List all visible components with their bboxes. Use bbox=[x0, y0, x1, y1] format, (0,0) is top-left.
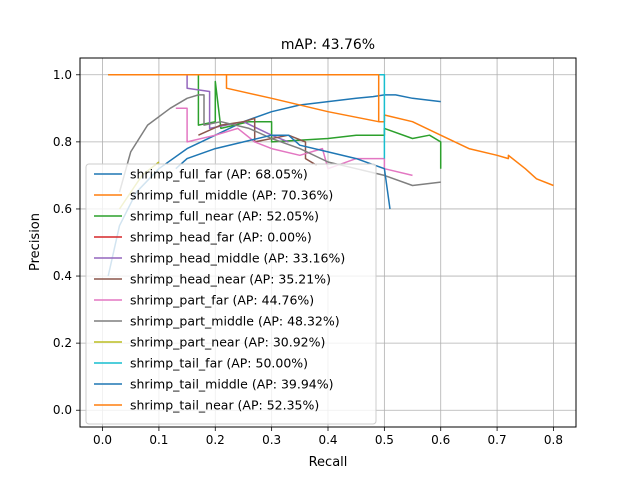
legend-label: shrimp_part_far (AP: 44.76%) bbox=[130, 293, 314, 308]
series-line-6 bbox=[175, 107, 413, 177]
legend: shrimp_full_far (AP: 68.05%) shrimp_full_… bbox=[85, 163, 377, 425]
legend-label: shrimp_head_far (AP: 0.00%) bbox=[130, 230, 312, 245]
legend-label: shrimp_tail_middle (AP: 39.94%) bbox=[130, 377, 334, 392]
legend-label: shrimp_full_middle (AP: 70.36%) bbox=[130, 188, 333, 203]
legend-box bbox=[85, 163, 377, 425]
legend-label: shrimp_part_middle (AP: 48.32%) bbox=[130, 314, 340, 329]
x-tick-label: 0.7 bbox=[488, 433, 507, 447]
y-axis: 0.0 0.2 0.4 0.6 0.8 1.0 bbox=[53, 68, 80, 417]
legend-label: shrimp_tail_far (AP: 50.00%) bbox=[130, 356, 308, 371]
x-tick-label: 0.3 bbox=[262, 433, 281, 447]
y-axis-label: Precision bbox=[28, 213, 43, 271]
x-tick-label: 0.6 bbox=[431, 433, 450, 447]
series-line-10 bbox=[175, 134, 391, 210]
series-line-11 bbox=[108, 74, 380, 122]
x-tick-label: 0.5 bbox=[375, 433, 394, 447]
legend-label: shrimp_full_near (AP: 52.05%) bbox=[130, 209, 319, 224]
legend-label: shrimp_head_near (AP: 35.21%) bbox=[130, 272, 331, 287]
x-axis: 0.0 0.1 0.2 0.3 0.4 0.5 0.6 0.7 0.8 bbox=[93, 427, 563, 447]
legend-label: shrimp_tail_near (AP: 52.35%) bbox=[130, 398, 319, 413]
x-axis-label: Recall bbox=[309, 455, 348, 470]
series-line-4 bbox=[108, 74, 289, 143]
y-tick-label: 1.0 bbox=[53, 68, 72, 82]
y-tick-label: 0.2 bbox=[53, 336, 72, 350]
legend-label: shrimp_full_far (AP: 68.05%) bbox=[130, 167, 308, 182]
x-tick-label: 0.1 bbox=[149, 433, 168, 447]
legend-label: shrimp_part_near (AP: 30.92%) bbox=[130, 335, 325, 350]
legend-label: shrimp_head_middle (AP: 33.16%) bbox=[130, 251, 345, 266]
chart-title: mAP: 43.76% bbox=[281, 37, 375, 53]
y-tick-label: 0.0 bbox=[53, 403, 72, 417]
y-tick-label: 0.6 bbox=[53, 202, 72, 216]
y-tick-label: 0.8 bbox=[53, 135, 72, 149]
x-tick-label: 0.0 bbox=[93, 433, 112, 447]
y-tick-label: 0.4 bbox=[53, 269, 72, 283]
x-tick-label: 0.2 bbox=[206, 433, 225, 447]
x-tick-label: 0.8 bbox=[544, 433, 563, 447]
x-tick-label: 0.4 bbox=[318, 433, 337, 447]
series-line-1 bbox=[108, 74, 554, 187]
